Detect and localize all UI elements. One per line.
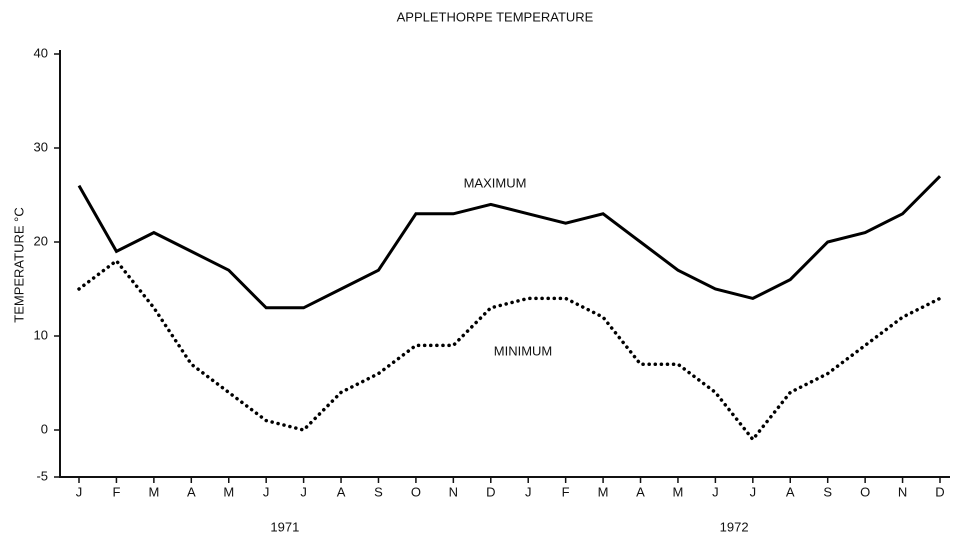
y-tick-label: 40: [34, 45, 48, 60]
x-tick-label: M: [673, 484, 684, 499]
x-tick-label: A: [786, 484, 795, 499]
x-tick-label: F: [112, 484, 120, 499]
x-tick-label: O: [860, 484, 870, 499]
y-tick-label: 30: [34, 139, 48, 154]
x-tick-label: N: [449, 484, 458, 499]
x-tick-label: J: [300, 484, 307, 499]
x-tick-label: A: [636, 484, 645, 499]
year-label: 1971: [270, 519, 299, 534]
x-tick-label: S: [374, 484, 383, 499]
y-tick-label: 0: [41, 421, 48, 436]
y-tick-label: 10: [34, 327, 48, 342]
y-axis-label: TEMPERATURE °C: [11, 207, 26, 322]
x-tick-label: F: [562, 484, 570, 499]
x-tick-label: J: [263, 484, 270, 499]
x-tick-label: O: [411, 484, 421, 499]
x-tick-label: D: [486, 484, 495, 499]
x-tick-label: A: [337, 484, 346, 499]
x-tick-label: J: [525, 484, 532, 499]
series-line: [77, 175, 942, 310]
series-label: MAXIMUM: [464, 175, 527, 190]
series-line: [77, 258, 942, 443]
x-tick-label: A: [187, 484, 196, 499]
x-tick-label: N: [898, 484, 907, 499]
x-tick-label: M: [598, 484, 609, 499]
year-label: 1972: [720, 519, 749, 534]
x-tick-label: J: [712, 484, 719, 499]
chart-title: APPLETHORPE TEMPERATURE: [397, 9, 594, 24]
x-tick-label: M: [223, 484, 234, 499]
x-tick-label: S: [823, 484, 832, 499]
y-tick-label: -5: [36, 468, 48, 483]
x-tick-label: M: [148, 484, 159, 499]
y-tick-label: 20: [34, 233, 48, 248]
series-label: MINIMUM: [494, 343, 553, 358]
x-tick-label: J: [750, 484, 757, 499]
x-tick-label: J: [76, 484, 83, 499]
x-tick-label: D: [935, 484, 944, 499]
